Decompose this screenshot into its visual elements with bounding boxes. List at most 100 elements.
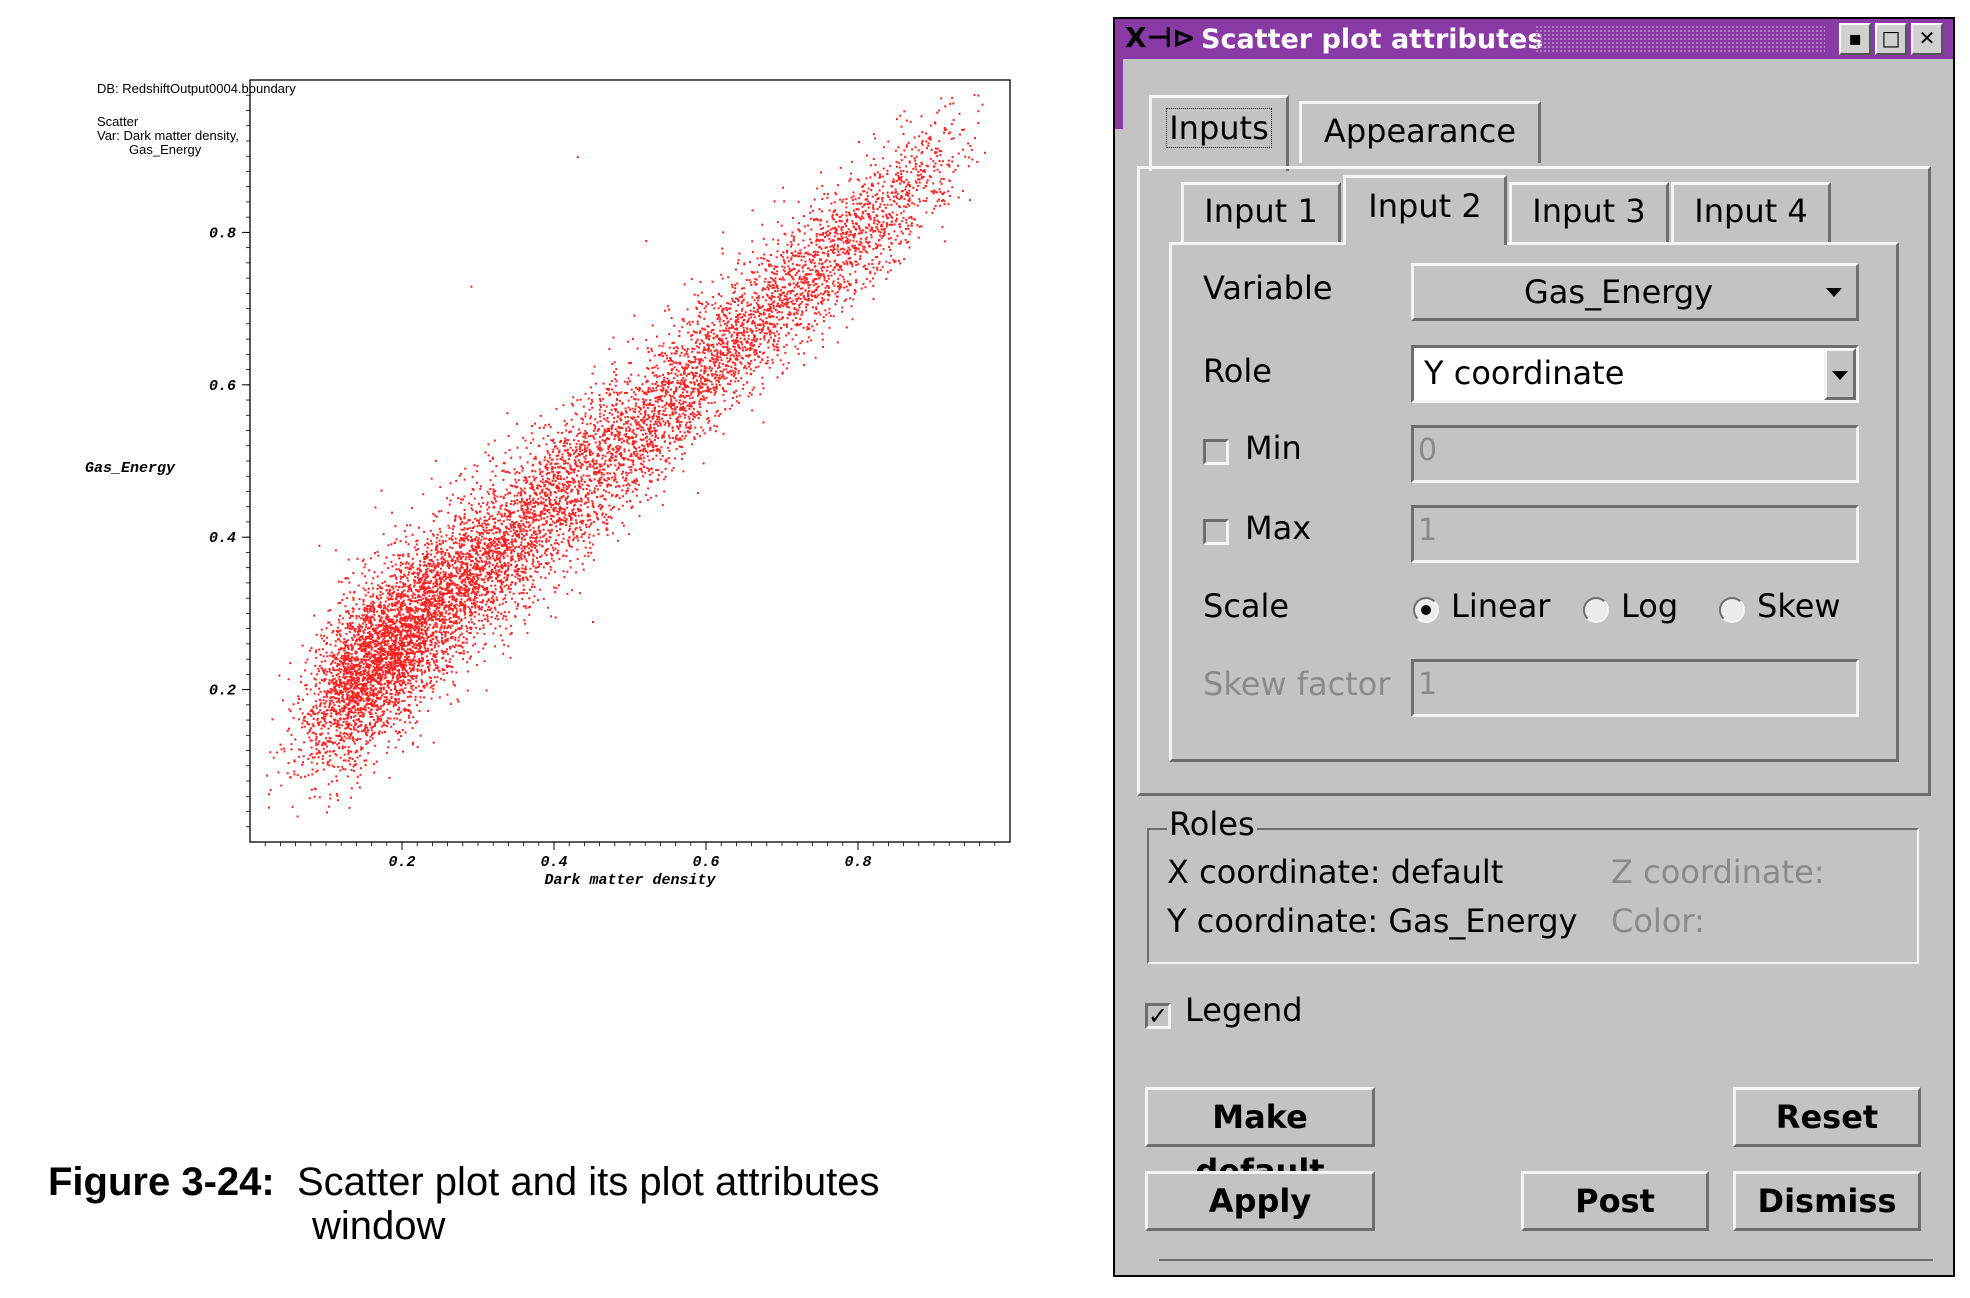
data-point — [390, 697, 393, 699]
data-point — [402, 599, 405, 602]
data-point — [377, 691, 380, 694]
data-point — [432, 684, 435, 687]
data-point — [423, 587, 426, 590]
data-point — [517, 577, 520, 580]
data-point — [419, 690, 422, 692]
data-point — [350, 716, 353, 719]
data-point — [566, 481, 569, 484]
data-point — [394, 525, 397, 528]
data-point — [869, 280, 872, 283]
data-point — [589, 546, 592, 549]
data-point — [762, 237, 765, 240]
data-point — [400, 735, 403, 737]
data-point — [321, 742, 324, 745]
data-point — [718, 383, 721, 386]
data-point — [438, 617, 441, 620]
data-point — [863, 190, 866, 193]
data-point — [455, 551, 458, 554]
data-point — [548, 453, 551, 456]
data-point — [783, 262, 786, 265]
data-point — [374, 632, 377, 635]
data-point — [607, 438, 610, 441]
data-point — [908, 161, 911, 164]
data-point — [655, 445, 658, 448]
data-point — [695, 306, 698, 309]
data-point — [325, 673, 328, 676]
data-point — [373, 718, 376, 721]
data-point — [813, 278, 816, 281]
data-point — [938, 188, 941, 191]
data-point — [695, 340, 698, 343]
data-point — [438, 586, 441, 589]
data-point — [849, 297, 851, 300]
data-point — [646, 455, 649, 458]
data-point — [611, 456, 614, 459]
data-point — [471, 584, 473, 586]
data-point — [477, 651, 480, 654]
data-point — [778, 318, 781, 321]
data-point — [547, 452, 550, 455]
data-point — [806, 303, 809, 306]
data-point — [511, 485, 514, 487]
data-point — [929, 124, 932, 127]
data-point — [508, 511, 511, 514]
data-point — [485, 503, 488, 506]
data-point — [676, 425, 679, 428]
data-point — [525, 545, 528, 548]
data-point — [507, 533, 510, 536]
data-point — [387, 631, 390, 634]
data-point — [646, 467, 649, 469]
data-point — [821, 332, 824, 335]
data-point — [409, 679, 411, 682]
data-point — [377, 706, 379, 709]
data-point — [658, 418, 661, 421]
data-point — [772, 238, 775, 241]
data-point — [762, 311, 765, 314]
data-point — [383, 621, 385, 624]
data-point — [684, 386, 686, 388]
data-point — [648, 429, 650, 432]
data-point — [864, 231, 867, 234]
data-point — [404, 593, 407, 596]
data-point — [340, 738, 343, 741]
data-point — [347, 646, 349, 649]
data-point — [440, 551, 443, 553]
data-point — [412, 667, 415, 670]
data-point — [464, 534, 467, 537]
data-point — [370, 638, 373, 641]
data-point — [352, 683, 355, 686]
data-point — [610, 484, 612, 487]
data-point — [473, 611, 476, 614]
data-point — [901, 220, 904, 223]
data-point — [827, 277, 830, 280]
data-point — [447, 552, 450, 555]
data-point — [799, 342, 802, 345]
data-point — [506, 549, 509, 552]
data-point — [361, 648, 364, 651]
data-point — [542, 566, 545, 569]
data-point — [514, 570, 517, 573]
data-point — [578, 454, 581, 457]
data-point — [314, 678, 317, 681]
data-point — [334, 644, 337, 647]
data-point — [385, 631, 388, 634]
data-point — [497, 552, 500, 555]
data-point — [737, 372, 740, 375]
data-point — [526, 530, 529, 533]
data-point — [417, 650, 420, 653]
data-point — [896, 196, 899, 199]
data-point — [641, 390, 644, 393]
data-point — [408, 610, 411, 613]
data-point — [802, 239, 805, 242]
data-point — [381, 714, 384, 716]
data-point — [343, 649, 346, 652]
data-point — [595, 460, 598, 462]
data-point — [799, 252, 802, 255]
data-point — [898, 166, 901, 169]
data-point — [568, 545, 571, 548]
data-point — [849, 239, 852, 242]
data-point — [558, 558, 561, 561]
data-point — [318, 544, 321, 547]
data-point — [377, 673, 380, 676]
data-point — [603, 468, 606, 471]
